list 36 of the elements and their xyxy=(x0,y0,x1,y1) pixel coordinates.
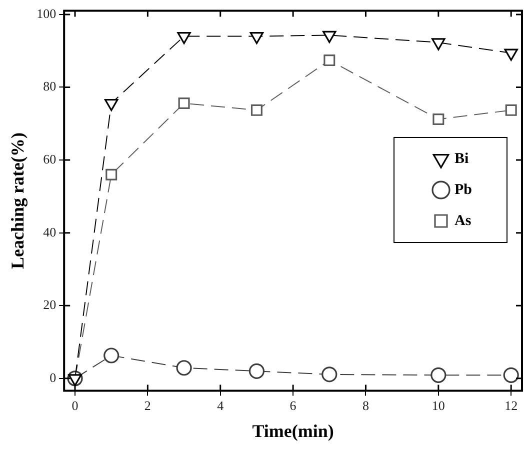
point xyxy=(178,98,190,109)
point xyxy=(504,48,518,61)
point xyxy=(104,98,118,112)
point xyxy=(177,32,191,44)
point xyxy=(106,168,118,180)
x-tick-label: 12 xyxy=(504,398,518,414)
y-tick-label: 60 xyxy=(43,151,56,166)
y-tick-label: 40 xyxy=(43,224,56,240)
point xyxy=(176,360,192,376)
y-tick-label: 100 xyxy=(36,6,56,21)
point xyxy=(248,363,265,379)
x-tick-label: 4 xyxy=(217,398,224,414)
x-tick-label: 0 xyxy=(72,398,78,414)
y-tick-label: 80 xyxy=(43,78,56,94)
x-tick-label: 2 xyxy=(144,398,151,414)
y-axis-title: Leaching rate(%) xyxy=(7,132,28,270)
point xyxy=(322,30,336,43)
x-tick-label: 10 xyxy=(432,398,445,414)
point xyxy=(503,367,519,383)
point xyxy=(322,366,338,382)
legend-label: Pb xyxy=(454,182,472,198)
legend-label: As xyxy=(454,212,472,229)
point xyxy=(432,38,446,50)
x-axis-title: Time(min) xyxy=(252,420,334,441)
point xyxy=(324,54,336,66)
y-tick-label: 20 xyxy=(43,297,56,312)
x-tick-label: 6 xyxy=(290,398,297,414)
point xyxy=(505,104,517,116)
point xyxy=(250,104,262,116)
legend-label: Bi xyxy=(454,150,469,167)
point xyxy=(104,348,120,364)
point xyxy=(430,367,446,383)
point xyxy=(432,114,444,126)
point xyxy=(250,32,264,44)
y-tick-label: 0 xyxy=(50,370,56,385)
x-tick-label: 8 xyxy=(362,398,369,414)
